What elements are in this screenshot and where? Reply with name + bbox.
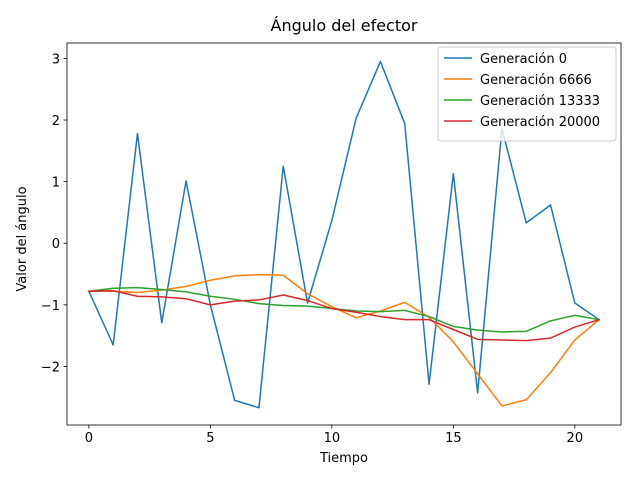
y-tick-label: 2 [52,114,60,129]
legend-label-0: Generación 0 [480,52,567,67]
x-tick-label: 20 [567,431,584,446]
y-axis-label: Valor del ángulo [15,186,30,291]
legend-label-3: Generación 20000 [480,115,600,130]
series-line-3 [88,289,601,342]
y-tick-label: −1 [41,299,60,314]
x-axis-label: Tiempo [319,451,368,466]
y-tick-label: 0 [52,237,60,252]
y-tick-label: 3 [52,52,60,67]
chart-title: Ángulo del efector [271,16,418,35]
legend-box [437,46,617,142]
x-tick-label: 5 [206,431,214,446]
axes-frame [66,42,622,426]
x-axis: 0 5 10 15 20 [85,425,583,446]
x-tick-label: 10 [324,431,341,446]
y-tick-label: −2 [41,360,60,375]
series-line-0 [87,60,601,409]
legend-label-1: Generación 6666 [480,73,592,88]
x-tick-label: 0 [85,431,93,446]
x-tick-label: 15 [445,431,462,446]
y-tick-label: 1 [52,176,60,191]
plot-area [66,42,622,426]
legend: Generación 0 Generación 6666 Generación 13… [437,46,617,142]
y-axis: −2 −1 0 1 2 3 [41,52,67,375]
legend-label-2: Generación 13333 [480,94,600,109]
series-line-1 [88,273,601,407]
